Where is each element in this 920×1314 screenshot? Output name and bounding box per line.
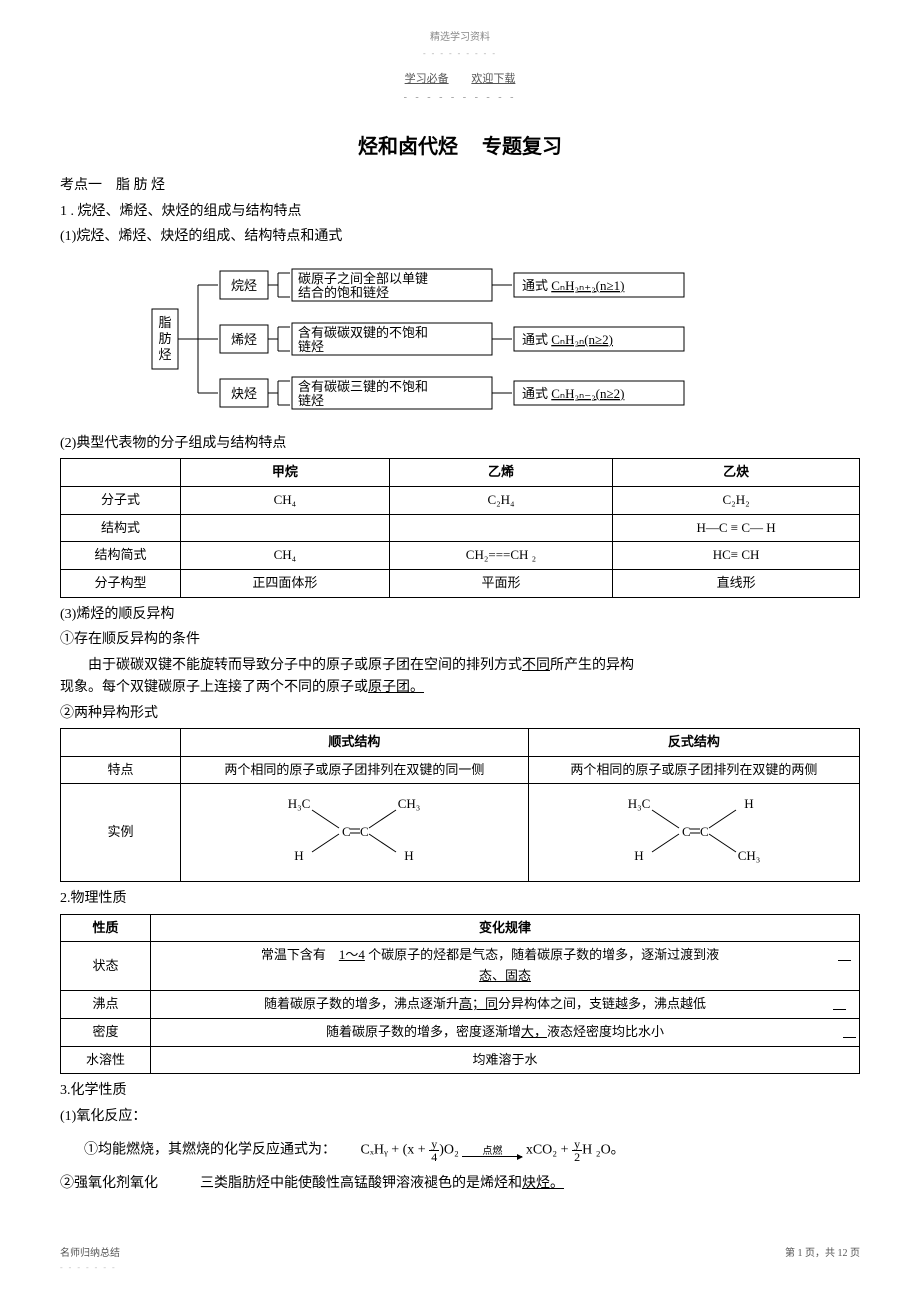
section-kaodian1: 考点一 脂 肪 烃 (60, 175, 860, 197)
svg-text:H₃C: H₃C (288, 796, 311, 811)
sub-header: 学习必备 欢迎下载 (60, 71, 860, 89)
s2: 2.物理性质 (60, 888, 860, 910)
svg-text:炔烃: 炔烃 (231, 386, 257, 401)
svg-text:H₃C: H₃C (628, 796, 651, 811)
decorative-dots: - - - - - - - (60, 1262, 120, 1275)
s3-1: (1)氧化反应： (60, 1106, 860, 1128)
table-row: 结构简式CH₄CH₂===CH ₂HC≡ CH (61, 542, 860, 570)
svg-text:结合的饱和链烃: 结合的饱和链烃 (298, 285, 389, 300)
s3-2: ②强氧化剂氧化 三类脂肪烃中能使酸性高锰酸钾溶液褪色的是烯烃和炔烃。 (60, 1173, 860, 1195)
svg-text:含有碳碳三键的不饱和: 含有碳碳三键的不饱和 (298, 379, 428, 394)
page-title: 烃和卤代烃专题复习 (60, 131, 860, 163)
t2-h1: 顺式结构 (181, 728, 529, 756)
doc-source-label: 精选学习资料 (60, 30, 860, 46)
table-row: 状态 常温下含有 1～4 个碳原子的烃都是气态，随着碳原子数的增多，逐渐过渡到液… (61, 942, 860, 991)
s3: 3.化学性质 (60, 1080, 860, 1102)
svg-text:H: H (744, 796, 753, 811)
svg-text:烯烃: 烯烃 (231, 332, 257, 347)
s1-2: (2)典型代表物的分子组成与结构特点 (60, 433, 860, 455)
table-row: 分子式CH₄C₂H₄C₂H₂ (61, 486, 860, 514)
s1-3a: ①存在顺反异构的条件 (60, 629, 860, 651)
svg-text:H: H (634, 848, 643, 863)
hydrocarbon-bracket-diagram: .box{fill:#fff;stroke:#000;stroke-width:… (60, 259, 860, 419)
table-representative-molecules: 甲烷 乙烯 乙炔 分子式CH₄C₂H₄C₂H₂ 结构式H—C ≡ C— H 结构… (60, 458, 860, 598)
svg-text:C: C (682, 824, 691, 839)
sub-right: 欢迎下载 (471, 73, 515, 85)
cis-structure: .ct{font-family:SimSun,serif;font-size:1… (264, 794, 444, 864)
s1-3b: 由于碳碳双键不能旋转而导致分子中的原子或原子团在空间的排列方式不同所产生的异构 … (60, 655, 860, 700)
svg-text:H: H (405, 848, 414, 863)
sub-left: 学习必备 (405, 73, 449, 85)
svg-text:脂: 脂 (158, 315, 171, 330)
decorative-dots: - - - - - - - - - (60, 48, 860, 61)
svg-text:CH₃: CH₃ (738, 848, 761, 863)
table-row: 密度 随着碳原子数的增多，密度逐渐增大，液态烃密度均比水小 (61, 1018, 860, 1046)
table-cis-trans: 顺式结构 反式结构 特点 两个相同的原子或原子团排列在双键的同一侧 两个相同的原… (60, 728, 860, 882)
t3-h0: 性质 (61, 914, 151, 942)
footer-right: 第 1 页，共 12 页 (785, 1246, 860, 1275)
t2-h0 (61, 728, 181, 756)
page-footer: 名师归纳总结 - - - - - - - 第 1 页，共 12 页 (60, 1246, 860, 1275)
s1-3: (3)烯烃的顺反异构 (60, 604, 860, 626)
dash-line: - - - - - - - - - - (60, 90, 860, 106)
svg-text:肪: 肪 (158, 331, 171, 346)
t2-h2: 反式结构 (528, 728, 859, 756)
t1-h2: 乙烯 (389, 458, 612, 486)
table-row: 结构式H—C ≡ C— H (61, 514, 860, 542)
s1-1: 1 . 烷烃、烯烃、炔烃的组成与结构特点 (60, 201, 860, 223)
svg-text:C: C (700, 824, 709, 839)
svg-text:H: H (295, 848, 304, 863)
svg-text:链烃: 链烃 (298, 393, 324, 408)
svg-text:含有碳碳双键的不饱和: 含有碳碳双键的不饱和 (298, 325, 428, 340)
trans-structure: .ct{font-family:SimSun,serif;font-size:1… (604, 794, 784, 864)
t1-h1: 甲烷 (181, 458, 390, 486)
svg-text:通式 CₙH₂ₙ₋₂(n≥2): 通式 CₙH₂ₙ₋₂(n≥2) (522, 386, 624, 401)
svg-text:CH₃: CH₃ (398, 796, 421, 811)
svg-text:C: C (360, 824, 369, 839)
svg-text:烃: 烃 (158, 347, 171, 362)
s1-3c: ②两种异构形式 (60, 703, 860, 725)
t1-h3: 乙炔 (613, 458, 860, 486)
svg-text:链烃: 链烃 (298, 339, 324, 354)
s1-1a: (1)烷烃、烯烃、炔烃的组成、结构特点和通式 (60, 226, 860, 248)
svg-text:烷烃: 烷烃 (231, 278, 257, 293)
table-row: 水溶性 均难溶于水 (61, 1046, 860, 1074)
table-row: 分子构型正四面体形平面形直线形 (61, 570, 860, 598)
svg-text:通式 CₙH₂ₙ(n≥2): 通式 CₙH₂ₙ(n≥2) (522, 332, 613, 347)
table-row: 沸点 随着碳原子数的增多，沸点逐渐升高；同分异构体之间，支链越多，沸点越低 (61, 991, 860, 1019)
combustion-equation: ①均能燃烧，其燃烧的化学反应通式为： CₓHᵧ + (x + y4)O₂ 点燃 … (70, 1138, 860, 1163)
footer-left: 名师归纳总结 (60, 1246, 120, 1262)
table-row-example: 实例 .ct{font-family:SimSun,serif;font-siz… (61, 784, 860, 882)
table-physical-props: 性质 变化规律 状态 常温下含有 1～4 个碳原子的烃都是气态，随着碳原子数的增… (60, 914, 860, 1075)
svg-text:C: C (342, 824, 351, 839)
t3-h1: 变化规律 (151, 914, 860, 942)
svg-text:通式 CₙH₂ₙ₊₂(n≥1): 通式 CₙH₂ₙ₊₂(n≥1) (522, 278, 624, 293)
t1-h0 (61, 458, 181, 486)
svg-text:碳原子之间全部以单键: 碳原子之间全部以单键 (298, 271, 428, 286)
table-row: 特点 两个相同的原子或原子团排列在双键的同一侧 两个相同的原子或原子团排列在双键… (61, 756, 860, 784)
